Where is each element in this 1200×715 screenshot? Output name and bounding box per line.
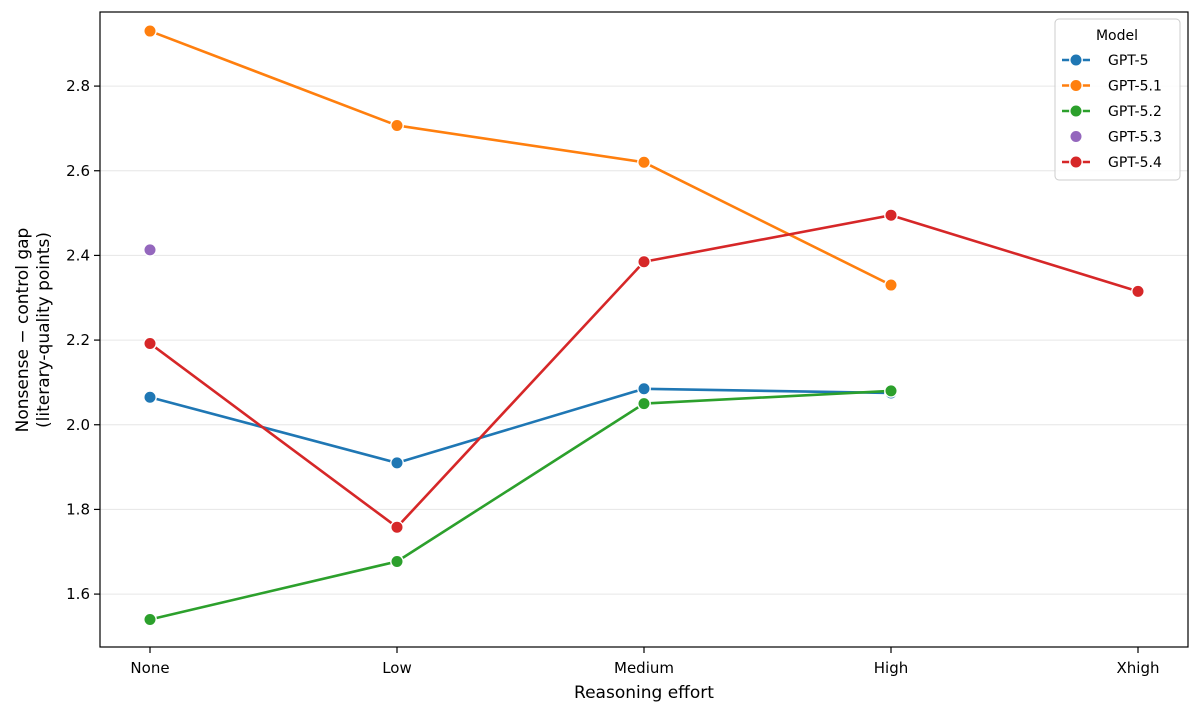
data-point [143,24,157,38]
series-gpt-5-4 [143,208,1145,535]
y-axis-label-line-1: Nonsense − control gap [13,228,33,433]
series-line [148,29,893,287]
series-gpt-5-3 [143,243,157,257]
data-point [884,383,898,398]
x-axis-label: Reasoning effort [574,683,714,703]
data-point [637,396,651,411]
legend-marker [1069,129,1083,144]
data-point [390,118,404,133]
legend-entry: GPT-5 [1062,53,1149,69]
y-tick-label: 2.8 [66,77,90,95]
x-tick-label: High [874,659,908,677]
y-tick-label: 1.6 [66,585,90,603]
legend: Model GPT-5 GPT-5.1 GPT-5.2 GPT-5.3 GPT-5.4 [1054,18,1181,181]
legend-entry: GPT-5.2 [1062,104,1162,120]
series-line [148,387,893,465]
series-line [148,389,893,621]
legend-title: Model [1096,28,1138,44]
series-gpt-5-1 [143,24,898,292]
legend-label: GPT-5.3 [1108,130,1162,146]
x-tick-label: Xhigh [1117,659,1160,677]
legend-entry: GPT-5.4 [1062,155,1162,171]
legend-label: GPT-5 [1108,53,1149,69]
data-point [143,612,157,627]
data-point [143,336,157,351]
legend-label: GPT-5.2 [1108,104,1162,120]
data-point [637,254,651,269]
legend-label: GPT-5.1 [1108,79,1162,95]
data-point [390,554,404,569]
series-layer [143,24,1145,627]
x-axis: None Low Medium High Xhigh [130,647,1159,677]
y-axis: 1.6 1.8 2.0 2.2 2.4 2.6 2.8 [66,77,100,603]
data-point [143,390,157,405]
legend-entry: GPT-5.1 [1062,79,1162,95]
data-point [637,381,651,396]
y-tick-label: 2.4 [66,246,90,264]
x-tick-label: None [130,659,169,677]
data-point [884,278,898,292]
legend-label: GPT-5.4 [1108,155,1162,171]
legend-entry: GPT-5.3 [1069,129,1162,146]
data-point [143,243,157,257]
x-tick-label: Low [382,659,412,677]
y-tick-label: 2.2 [66,331,90,349]
y-tick-label: 1.8 [66,500,90,518]
data-point [884,208,898,223]
y-tick-label: 2.6 [66,162,90,180]
series-gpt-5-2 [143,383,898,627]
plot-frame [99,11,1189,648]
legend-marker [1069,155,1083,169]
legend-marker [1069,78,1083,93]
data-point [390,520,404,535]
y-axis-label-line-2: (literary-quality points) [34,232,54,428]
x-tick-label: Medium [614,659,674,677]
legend-marker [1069,53,1083,67]
data-point [637,155,651,170]
data-point [390,455,404,470]
legend-marker [1069,104,1083,118]
y-tick-label: 2.0 [66,416,90,434]
data-point [1131,284,1145,299]
